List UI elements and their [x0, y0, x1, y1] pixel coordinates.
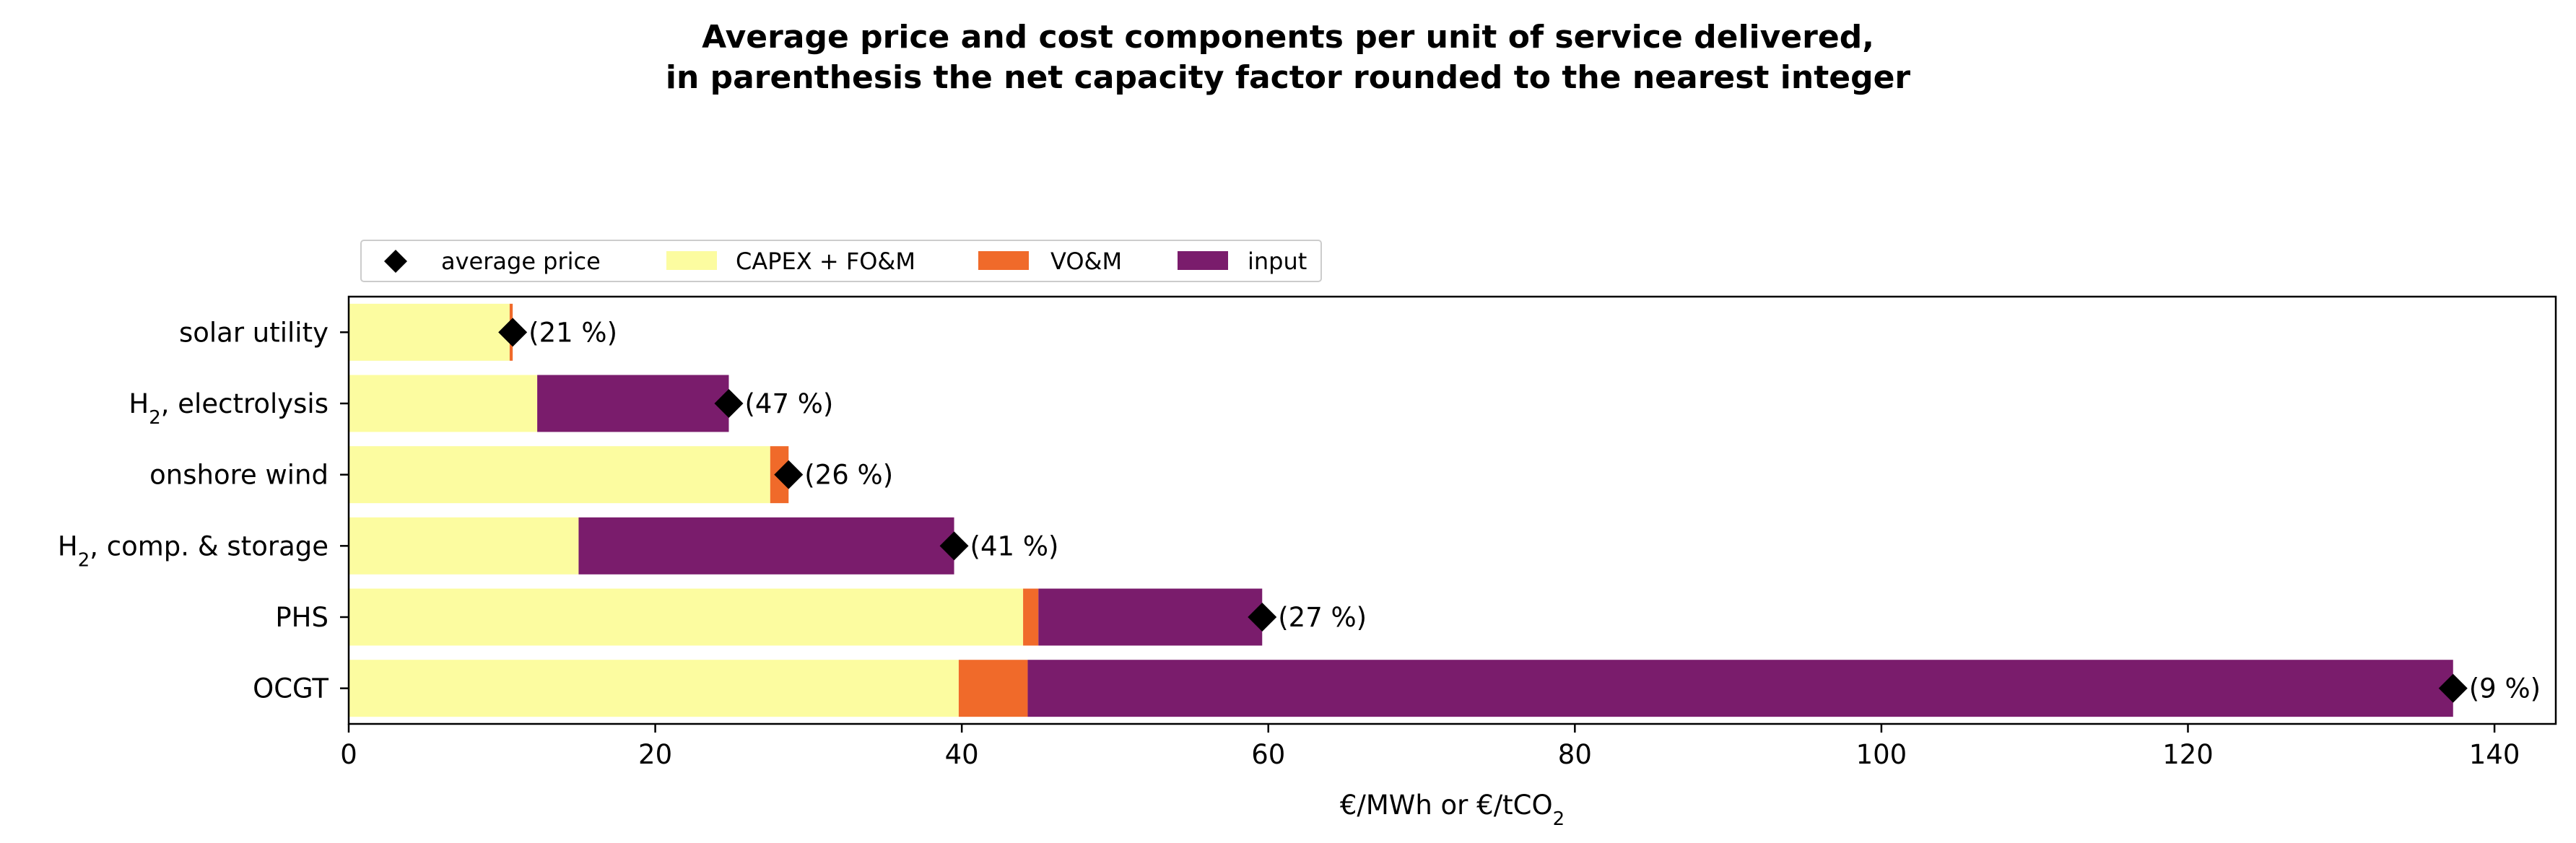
bar-capex-fo-m	[349, 303, 510, 361]
legend-marker-average-price	[384, 250, 407, 273]
chart-title: Average price and cost components per un…	[666, 19, 1911, 96]
legend-box	[360, 240, 1322, 282]
capacity-factor-label: (41 %)	[970, 530, 1059, 562]
category-label: PHS	[275, 602, 328, 633]
capacity-factor-label: (9 %)	[2469, 673, 2541, 704]
capacity-factor-label: (26 %)	[804, 460, 893, 491]
legend-swatch	[978, 251, 1029, 270]
x-tick-label: 60	[1251, 739, 1285, 770]
legend: average price CAPEX + FO&M VO&M input	[360, 240, 1322, 282]
x-axis-label-subscript: 2	[1553, 808, 1565, 830]
category-label-suffix: , comp. & storage	[90, 530, 328, 562]
x-tick-label: 120	[2162, 739, 2214, 770]
bar-vo-m	[958, 660, 1028, 717]
x-tick-label: 140	[2469, 739, 2520, 770]
legend-swatch	[1178, 251, 1228, 270]
legend-label: CAPEX + FO&M	[736, 248, 915, 275]
bar-input	[1027, 660, 2453, 717]
bar-capex-fo-m	[349, 517, 579, 575]
capacity-factor-label: (27 %)	[1278, 602, 1367, 633]
bar-capex-fo-m	[349, 375, 538, 432]
x-tick-label: 80	[1558, 739, 1592, 770]
legend-label: input	[1248, 248, 1307, 275]
category-label-suffix: , electrolysis	[161, 388, 328, 419]
category-label: OCGT	[253, 673, 328, 704]
category-label-subscript: 2	[78, 549, 90, 571]
legend-swatch	[666, 251, 717, 270]
capacity-factor-labels: (21 %) (47 %) (26 %) (41 %) (27 %) (9 %)	[528, 317, 2541, 704]
category-label: onshore wind	[149, 460, 328, 491]
x-tick-label: 0	[340, 739, 357, 770]
category-label: H2, electrolysis	[129, 388, 328, 429]
plot-frame	[347, 295, 2557, 725]
bars	[349, 303, 2453, 717]
title-line: Average price and cost components per un…	[702, 19, 1874, 56]
bar-capex-fo-m	[349, 446, 770, 504]
capacity-factor-label: (47 %)	[744, 388, 833, 419]
average-price-marker	[714, 389, 744, 418]
x-tick-label: 40	[945, 739, 979, 770]
legend-label: VO&M	[1050, 248, 1122, 275]
average-price-marker	[498, 318, 528, 347]
bar-capex-fo-m	[349, 588, 1024, 646]
bar-input	[1038, 588, 1263, 646]
title-line: in parenthesis the net capacity factor r…	[666, 59, 1911, 96]
category-label: H2, comp. & storage	[58, 530, 328, 571]
average-price-marker	[2438, 673, 2468, 703]
x-tick-label: 20	[638, 739, 672, 770]
x-axis-label: €/MWh or €/tCO2	[1340, 790, 1565, 830]
category-label: solar utility	[179, 317, 328, 348]
average-price-marker	[1248, 603, 1277, 632]
bar-input	[578, 517, 954, 575]
bar-input	[537, 375, 729, 432]
average-price-markers	[498, 318, 2468, 703]
category-label-subscript: 2	[149, 407, 161, 429]
bar-capex-fo-m	[349, 660, 959, 717]
x-tick-label: 100	[1856, 739, 1907, 770]
capacity-factor-label: (21 %)	[528, 317, 617, 348]
legend-label: average price	[441, 248, 601, 275]
bar-vo-m	[1023, 588, 1039, 646]
average-price-marker	[939, 531, 969, 561]
axes: 0 20 40 60 80 100 120 140 €/MWh or €/tCO2 solar u…	[58, 295, 2557, 830]
average-price-marker	[774, 460, 804, 489]
